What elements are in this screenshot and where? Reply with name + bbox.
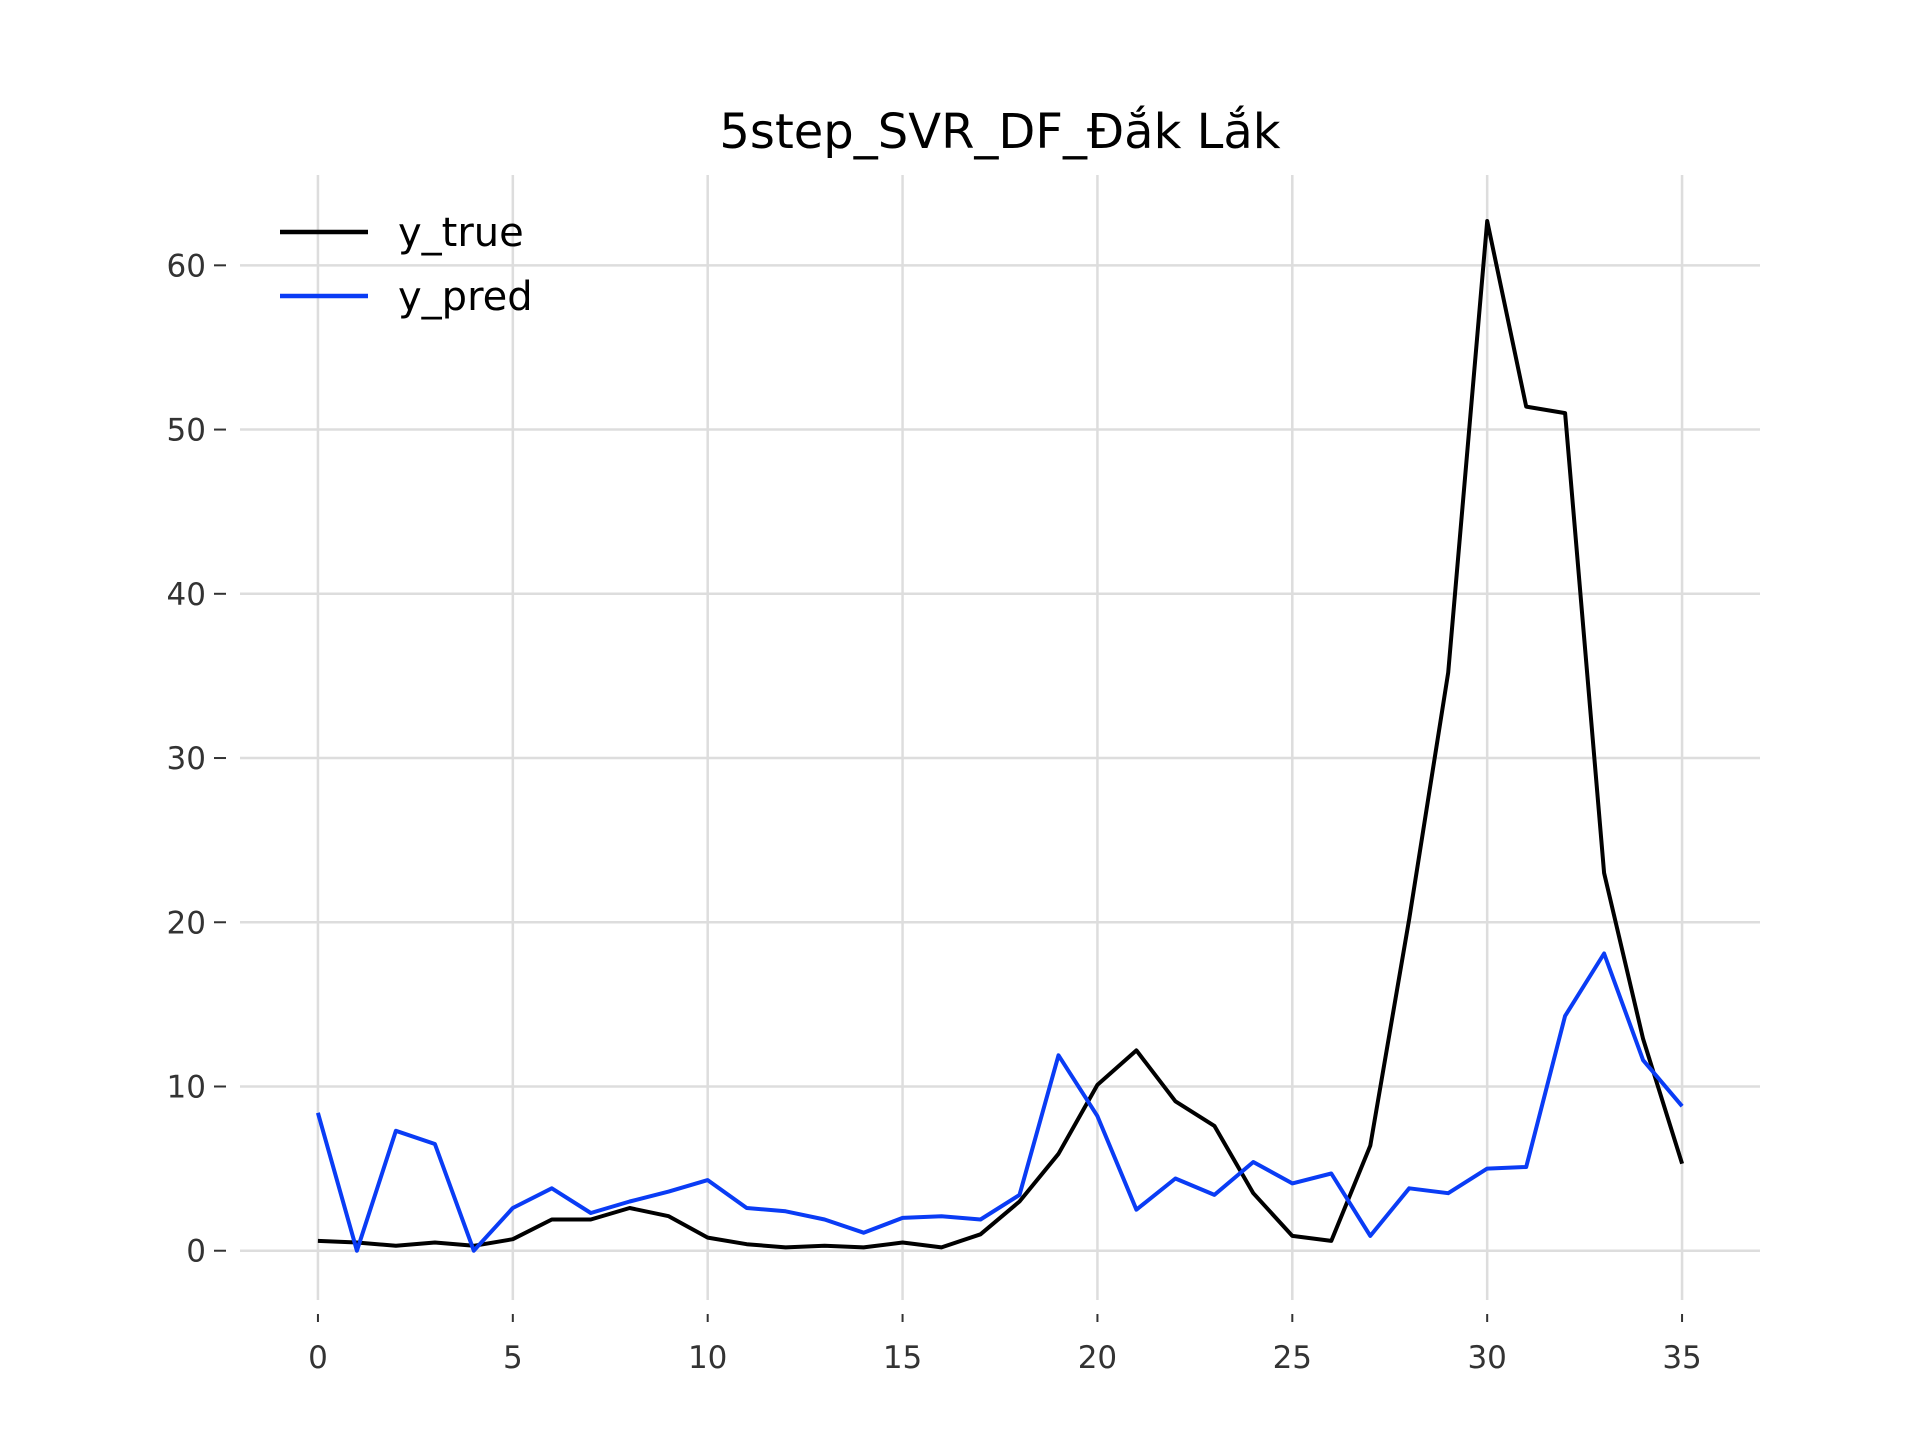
y-tick-label: 10 bbox=[167, 1069, 206, 1105]
x-tick-label: 30 bbox=[1467, 1340, 1506, 1376]
x-tick-label: 15 bbox=[883, 1340, 922, 1376]
series-line-y-pred bbox=[315, 951, 1684, 1253]
y-tick-label: 50 bbox=[167, 413, 206, 449]
series-lines bbox=[315, 219, 1685, 1253]
x-tick-label: 25 bbox=[1273, 1340, 1312, 1376]
y-tick-label: 30 bbox=[167, 741, 206, 777]
x-tick-label: 20 bbox=[1078, 1340, 1117, 1376]
y-tick-label: 0 bbox=[186, 1234, 206, 1270]
y-tick-label: 60 bbox=[167, 248, 206, 284]
grid bbox=[240, 175, 1760, 1300]
legend-label-y-true: y_true bbox=[398, 210, 524, 256]
y-axis-ticks: 0 10 20 30 40 50 60 bbox=[167, 248, 226, 1270]
x-axis-ticks: 0 5 10 15 20 25 30 35 bbox=[308, 1314, 1702, 1376]
y-tick-label: 20 bbox=[167, 905, 206, 941]
x-tick-label: 5 bbox=[503, 1340, 523, 1376]
x-tick-label: 35 bbox=[1662, 1340, 1701, 1376]
legend-label-y-pred: y_pred bbox=[398, 274, 533, 320]
series-line-y-true bbox=[317, 219, 1685, 1250]
x-tick-label: 0 bbox=[308, 1340, 328, 1376]
y-tick-label: 40 bbox=[167, 577, 206, 613]
x-tick-label: 10 bbox=[688, 1340, 727, 1376]
legend: y_true y_pred bbox=[280, 210, 533, 320]
chart-title: 5step_SVR_DF_Đắk Lắk bbox=[719, 104, 1280, 160]
